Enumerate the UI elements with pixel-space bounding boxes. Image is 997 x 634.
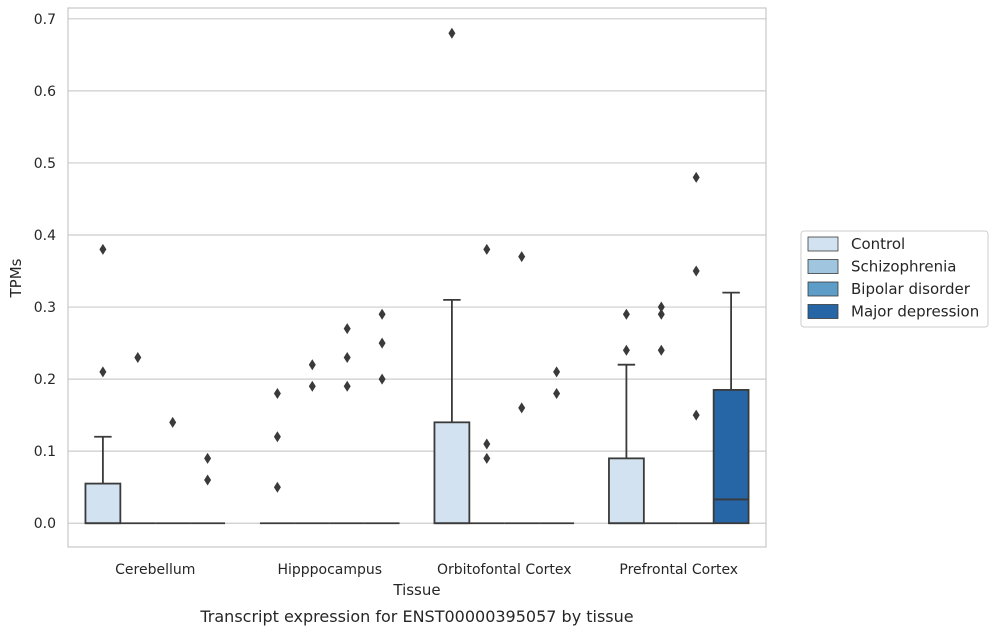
outlier-point bbox=[692, 171, 700, 183]
box-prefrontal-cortex-3 bbox=[712, 291, 750, 525]
box-body bbox=[608, 457, 645, 525]
box-body bbox=[84, 482, 122, 525]
outlier-point bbox=[134, 351, 142, 363]
outlier-point bbox=[378, 337, 386, 349]
box-body bbox=[712, 389, 750, 525]
legend-label: Schizophrenia bbox=[851, 258, 956, 276]
y-tick-label: 0.2 bbox=[34, 372, 56, 388]
outlier-point bbox=[273, 481, 281, 493]
y-tick-label: 0.3 bbox=[34, 300, 56, 316]
legend-frame bbox=[800, 230, 989, 328]
outlier-point bbox=[273, 388, 281, 400]
box-prefrontal-cortex-0 bbox=[608, 363, 645, 525]
outlier-point bbox=[518, 402, 526, 414]
y-tick-label: 0.0 bbox=[34, 516, 56, 532]
legend-label: Major depression bbox=[851, 303, 979, 321]
x-tick-labels: Cerebellum Hipppocampus Orbitofontal Corte… bbox=[115, 562, 738, 578]
outlier-point bbox=[99, 243, 107, 255]
x-axis-title: Tissue bbox=[392, 581, 440, 599]
legend-label: Control bbox=[851, 235, 905, 253]
outlier-point bbox=[343, 380, 351, 392]
outlier-point bbox=[692, 265, 700, 277]
outlier-point bbox=[169, 416, 177, 428]
outlier-point bbox=[657, 344, 665, 356]
outlier-point bbox=[622, 344, 630, 356]
box-orbitofontal-cortex-0 bbox=[433, 298, 471, 525]
outlier-point bbox=[204, 474, 212, 486]
outlier-point bbox=[553, 366, 561, 378]
outlier-point bbox=[343, 323, 351, 335]
boxes bbox=[84, 291, 750, 525]
legend-swatch bbox=[807, 259, 839, 274]
outlier-point bbox=[483, 452, 491, 464]
legend-label: Bipolar disorder bbox=[851, 280, 971, 298]
y-tick-label: 0.5 bbox=[34, 156, 56, 172]
outlier-point bbox=[378, 373, 386, 385]
y-tick-label: 0.1 bbox=[34, 444, 56, 460]
legend-swatch bbox=[807, 281, 839, 297]
box-body bbox=[433, 421, 471, 525]
y-tick-label: 0.7 bbox=[34, 12, 56, 28]
y-tick-labels: 0.0 0.1 0.2 0.3 0.4 0.5 0.6 0.7 bbox=[34, 12, 56, 532]
outlier-point bbox=[657, 308, 665, 320]
chart-caption: Transcript expression for ENST0000039505… bbox=[199, 607, 633, 626]
x-tick-label: Orbitofontal Cortex bbox=[437, 562, 572, 578]
outlier-point bbox=[378, 308, 386, 320]
outlier-point bbox=[448, 27, 456, 39]
outlier-point bbox=[308, 359, 316, 371]
y-axis-title: TPMs bbox=[7, 258, 25, 298]
x-tick-label: Prefrontal Cortex bbox=[619, 562, 738, 578]
outlier-point bbox=[308, 380, 316, 392]
outlier-point bbox=[204, 452, 212, 464]
plot-frame bbox=[67, 7, 767, 548]
outlier-point bbox=[553, 388, 561, 400]
outlier-point bbox=[692, 409, 700, 421]
x-tick-label: Hipppocampus bbox=[277, 562, 382, 578]
outlier-point bbox=[343, 351, 351, 363]
y-tick-label: 0.4 bbox=[34, 228, 56, 244]
legend: Control Schizophrenia Bipolar disorder Majo… bbox=[800, 230, 989, 328]
x-tick-label: Cerebellum bbox=[115, 562, 195, 578]
outliers bbox=[99, 27, 700, 493]
outlier-point bbox=[273, 431, 281, 443]
gridlines bbox=[68, 18, 766, 524]
outlier-point bbox=[657, 301, 665, 313]
box-cerebellum-0 bbox=[84, 435, 122, 525]
outlier-point bbox=[518, 251, 526, 263]
legend-swatch bbox=[807, 304, 839, 319]
outlier-point bbox=[483, 243, 491, 255]
y-tick-label: 0.6 bbox=[34, 84, 56, 100]
outlier-point bbox=[622, 308, 630, 320]
outlier-point bbox=[483, 438, 491, 450]
legend-swatch bbox=[807, 236, 839, 252]
outlier-point bbox=[99, 366, 107, 378]
